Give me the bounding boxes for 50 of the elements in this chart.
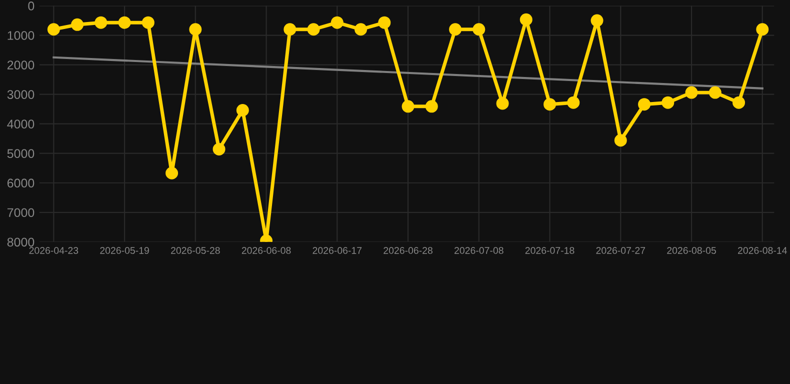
- x-tick-label: 2026-06-08: [242, 247, 291, 254]
- x-tick-label: 2026-07-08: [454, 247, 504, 254]
- point: [638, 98, 651, 111]
- point: [118, 16, 131, 29]
- point: [425, 100, 438, 113]
- point: [47, 23, 60, 36]
- point: [71, 18, 84, 31]
- point: [520, 13, 532, 26]
- point: [284, 23, 296, 36]
- x-tick-label: 2026-04-23: [29, 247, 78, 254]
- point: [496, 97, 509, 110]
- point: [236, 104, 249, 117]
- x-tick-label: 2026-06-17: [312, 247, 362, 254]
- x-tick-label: 2026-08-14: [738, 247, 787, 254]
- y-tick-label: 1000: [8, 31, 34, 40]
- x-tick-label: 2026-06-28: [384, 247, 432, 254]
- point: [307, 23, 320, 36]
- x-tick-label: 2026-08-05: [667, 247, 716, 254]
- y-tick-label: 2000: [7, 60, 34, 70]
- x-tick-label: 2026-05-28: [171, 247, 220, 254]
- point: [378, 16, 391, 29]
- point: [756, 23, 769, 36]
- y-tick-label: 3000: [7, 90, 34, 99]
- point: [142, 16, 154, 29]
- point: [94, 16, 108, 29]
- y-tick-label: 7000: [7, 208, 34, 218]
- point: [402, 100, 414, 113]
- point: [449, 23, 462, 36]
- point: [472, 23, 486, 36]
- x-tick-label: 2026-05-19: [100, 247, 149, 254]
- x-tick-label: 2026-07-18: [525, 247, 574, 254]
- point: [166, 166, 178, 180]
- point: [212, 142, 226, 156]
- point: [354, 23, 368, 36]
- x-tick-label: 2026-07-27: [596, 247, 646, 254]
- point: [685, 86, 698, 99]
- point: [590, 14, 604, 27]
- point: [567, 96, 580, 109]
- point: [708, 86, 722, 99]
- y-tick-label: 5000: [7, 149, 34, 158]
- point: [614, 134, 627, 147]
- point: [662, 96, 674, 109]
- point: [732, 96, 746, 109]
- point: [189, 23, 202, 36]
- y-tick-label: 4000: [7, 120, 34, 128]
- point: [330, 16, 344, 29]
- point: [544, 98, 556, 111]
- y-tick-label: 0: [28, 2, 34, 10]
- y-tick-label: 6000: [7, 178, 34, 188]
- y-tick-label: 8000: [7, 238, 34, 247]
